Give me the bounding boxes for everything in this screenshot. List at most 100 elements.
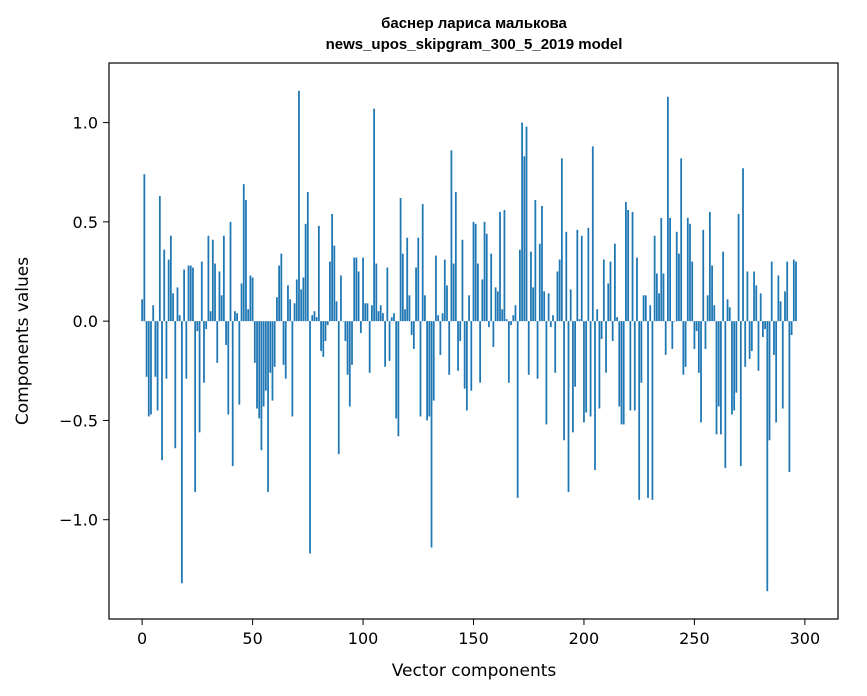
bar — [711, 265, 713, 322]
bar — [746, 271, 749, 322]
bar — [432, 321, 435, 401]
bar — [346, 321, 349, 375]
bar — [419, 321, 422, 417]
bar — [443, 259, 446, 322]
bar — [386, 267, 389, 322]
bar — [468, 295, 470, 322]
bar — [393, 313, 395, 322]
bar — [521, 122, 523, 322]
bar — [441, 313, 444, 322]
bar — [192, 267, 194, 322]
bars-group — [141, 90, 797, 592]
bar — [742, 168, 744, 322]
bar — [762, 321, 764, 338]
bar — [523, 156, 526, 322]
bar — [684, 321, 687, 367]
bar — [766, 321, 769, 592]
bar — [364, 303, 367, 322]
bar — [558, 259, 561, 322]
bar — [302, 277, 305, 322]
bar — [715, 321, 718, 435]
x-tick-label: 250 — [679, 629, 710, 648]
bar — [324, 321, 327, 341]
bar — [306, 192, 309, 322]
bar — [205, 321, 208, 330]
bar — [596, 309, 599, 322]
bar — [276, 297, 278, 322]
bar — [284, 321, 287, 379]
bar — [574, 321, 576, 387]
bar — [755, 285, 758, 322]
bar — [280, 253, 283, 322]
bar — [395, 321, 398, 419]
bar — [583, 321, 585, 423]
bar — [150, 321, 152, 415]
bar — [591, 146, 594, 322]
bar — [216, 321, 219, 363]
bar — [247, 309, 250, 322]
bar — [362, 257, 364, 322]
bar — [636, 257, 638, 322]
bar — [647, 321, 649, 498]
bar — [337, 321, 340, 455]
bar — [541, 205, 543, 322]
bar — [412, 321, 415, 349]
bar — [545, 321, 548, 425]
bar — [333, 245, 336, 322]
bar — [662, 273, 665, 322]
bar — [728, 307, 731, 322]
bar — [470, 321, 473, 391]
bar — [435, 255, 437, 322]
bar — [273, 321, 276, 367]
bar — [549, 321, 552, 328]
bar — [225, 321, 227, 345]
bar — [682, 321, 685, 375]
bar — [764, 321, 766, 330]
bar — [485, 233, 488, 322]
bar — [287, 285, 289, 322]
bar — [426, 321, 428, 421]
bar — [680, 158, 683, 322]
bar — [377, 311, 380, 322]
bar — [282, 321, 285, 365]
bar — [700, 321, 702, 423]
bar — [368, 321, 371, 373]
bar — [759, 293, 762, 322]
bar — [428, 321, 431, 417]
bar — [450, 150, 453, 322]
bar — [439, 321, 442, 355]
bar — [245, 200, 247, 322]
bar — [229, 221, 232, 322]
bar — [477, 263, 479, 322]
bar — [790, 321, 793, 336]
chart-title-line1: баснер лариса малькова — [381, 15, 567, 32]
bar — [733, 321, 736, 411]
bar — [198, 321, 201, 433]
bar — [614, 243, 616, 322]
bar — [638, 321, 641, 500]
bar — [673, 321, 676, 322]
bar — [359, 321, 362, 334]
bar — [156, 321, 159, 411]
bar — [505, 319, 508, 322]
bar — [667, 96, 669, 322]
bar — [472, 221, 475, 322]
bar — [313, 311, 316, 322]
bar — [304, 223, 307, 322]
bar — [379, 305, 382, 322]
bar — [474, 223, 477, 322]
bar — [777, 275, 780, 322]
bar — [653, 235, 656, 322]
bar — [143, 174, 146, 322]
bar — [479, 321, 482, 383]
bar — [600, 321, 603, 340]
bar — [172, 293, 174, 322]
bar — [726, 299, 729, 322]
bar — [408, 295, 411, 322]
bar — [611, 321, 614, 341]
bar — [775, 321, 778, 423]
bar — [629, 321, 632, 411]
bar — [309, 321, 311, 554]
bar — [465, 321, 468, 411]
bar — [607, 283, 610, 322]
